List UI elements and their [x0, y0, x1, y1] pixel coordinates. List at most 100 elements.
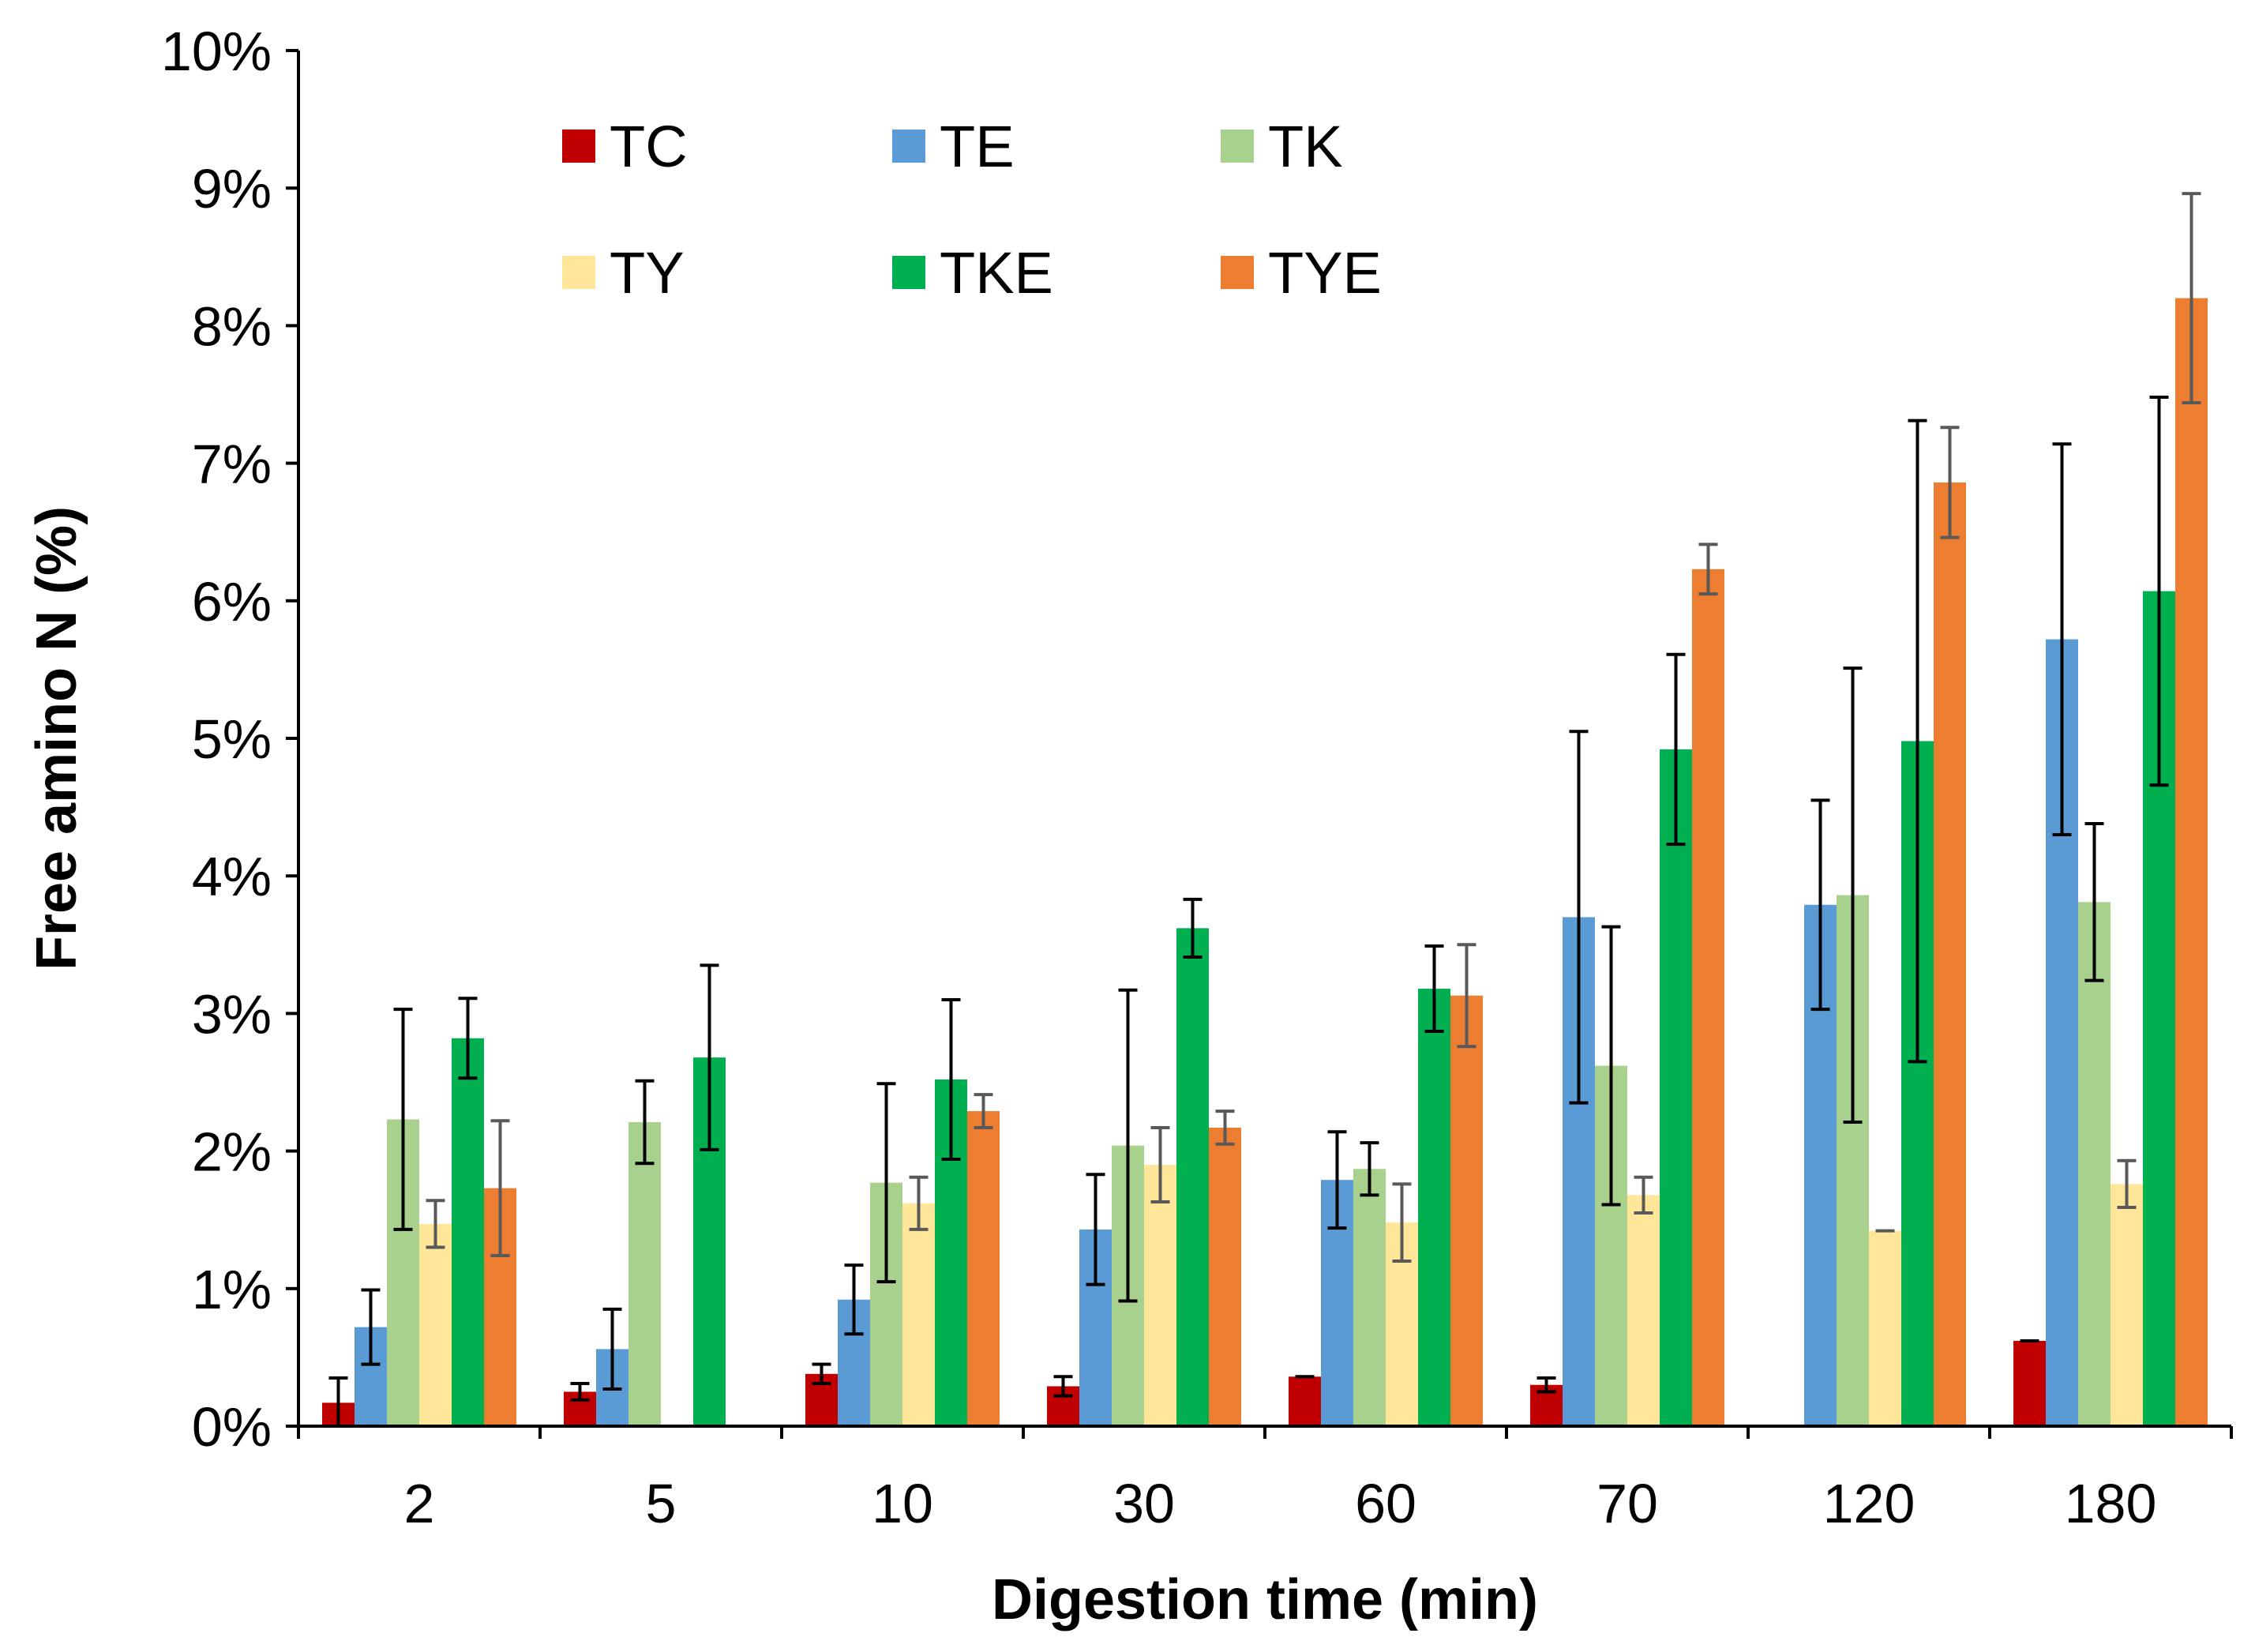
legend-label: TYE — [1268, 240, 1382, 306]
bar-tye-30 — [1209, 1127, 1241, 1426]
x-axis-title: Digestion time (min) — [992, 1568, 1538, 1631]
error-bar-te-10 — [844, 1263, 864, 1336]
error-bar-tk-70 — [1601, 925, 1621, 1207]
legend-label: TC — [610, 114, 688, 179]
x-tick-label: 180 — [2065, 1473, 2157, 1534]
legend-item-te: TE — [892, 114, 1015, 179]
y-tick-label: 2% — [192, 1121, 272, 1183]
bar-tk-60 — [1353, 1169, 1386, 1426]
legend-item-tc: TC — [562, 114, 688, 179]
legend-item-ty: TY — [562, 240, 685, 306]
legend-swatch — [1221, 130, 1254, 163]
legend-item-tke: TKE — [892, 240, 1053, 306]
legend-swatch — [892, 256, 925, 289]
error-bar-tc-70 — [1536, 1376, 1556, 1394]
x-tick-label: 10 — [872, 1473, 933, 1534]
bar-ty-180 — [2111, 1184, 2143, 1426]
bar-tke-70 — [1660, 749, 1692, 1426]
error-bar-tke-120 — [1908, 419, 1927, 1064]
error-bar-tye-180 — [2182, 192, 2201, 404]
bars-layer — [322, 298, 2208, 1427]
legend-swatch — [1221, 256, 1254, 289]
error-bar-ty-10 — [909, 1175, 929, 1231]
error-bar-tke-180 — [2149, 395, 2169, 787]
error-bar-tk-10 — [876, 1082, 896, 1284]
bar-tk-180 — [2078, 902, 2111, 1426]
bar-ty-70 — [1627, 1195, 1660, 1426]
y-tick-label: 3% — [192, 983, 272, 1045]
error-bar-tye-120 — [1940, 426, 1960, 539]
error-bar-tk-2 — [393, 1008, 413, 1231]
error-bar-ty-30 — [1150, 1125, 1170, 1204]
error-bar-tc-10 — [812, 1362, 831, 1385]
error-bar-tc-30 — [1053, 1375, 1073, 1398]
error-bar-tke-2 — [458, 997, 478, 1080]
bar-ty-10 — [902, 1203, 935, 1426]
x-tick-label: 5 — [646, 1473, 677, 1534]
legend-swatch — [562, 130, 595, 163]
bar-tye-70 — [1692, 569, 1724, 1426]
legend-item-tye: TYE — [1221, 240, 1382, 306]
error-bar-tke-10 — [941, 997, 961, 1162]
x-tick-label: 120 — [1823, 1473, 1915, 1534]
y-tick-label: 0% — [192, 1396, 272, 1458]
y-tick-label: 8% — [192, 295, 272, 357]
error-bar-te-5 — [602, 1307, 622, 1391]
bar-tye-60 — [1450, 995, 1483, 1426]
bar-tk-5 — [628, 1122, 661, 1426]
bar-tc-60 — [1289, 1376, 1321, 1426]
error-bar-ty-60 — [1392, 1182, 1412, 1263]
y-tick-label: 10% — [161, 21, 272, 82]
error-bar-tc-5 — [570, 1381, 590, 1402]
bar-tke-30 — [1176, 928, 1209, 1426]
y-tick-label: 6% — [192, 571, 272, 633]
y-tick-label: 7% — [192, 434, 272, 495]
error-bar-ty-2 — [426, 1199, 445, 1249]
bar-tke-60 — [1418, 989, 1450, 1426]
legend-label: TK — [1268, 114, 1343, 179]
legend-swatch — [892, 130, 925, 163]
legend-label: TE — [940, 114, 1015, 179]
bar-tye-180 — [2175, 298, 2208, 1426]
bar-ty-30 — [1144, 1165, 1176, 1426]
bar-ty-2 — [419, 1223, 452, 1426]
error-bar-te-30 — [1086, 1173, 1105, 1286]
y-tick-label: 5% — [192, 708, 272, 770]
error-bar-tk-30 — [1118, 988, 1138, 1303]
bar-tye-10 — [967, 1111, 1000, 1426]
x-tick-label: 2 — [404, 1473, 435, 1534]
error-bar-ty-180 — [2117, 1158, 2137, 1210]
error-bar-tye-30 — [1215, 1109, 1235, 1146]
error-bar-tk-180 — [2084, 822, 2104, 982]
bar-tc-180 — [2013, 1340, 2046, 1426]
y-tick-label: 9% — [192, 158, 272, 220]
x-tick-label: 60 — [1355, 1473, 1416, 1534]
legend-label: TKE — [940, 240, 1053, 306]
error-bar-tye-60 — [1457, 943, 1476, 1049]
error-bar-tk-120 — [1843, 666, 1863, 1124]
x-tick-label: 70 — [1597, 1473, 1658, 1534]
bar-ty-120 — [1869, 1230, 1901, 1426]
bar-tke-2 — [452, 1038, 484, 1426]
legend-swatch — [562, 256, 595, 289]
error-bar-tke-70 — [1666, 652, 1686, 847]
error-bar-tye-70 — [1698, 543, 1718, 596]
legend-label: TY — [610, 240, 685, 306]
error-bar-tke-60 — [1424, 944, 1444, 1034]
legend-item-tk: TK — [1221, 114, 1343, 179]
x-tick-label: 30 — [1113, 1473, 1175, 1534]
y-axis-title: Free amino N (%) — [25, 506, 88, 971]
error-bar-tye-2 — [490, 1119, 510, 1257]
error-bar-tk-60 — [1360, 1141, 1379, 1197]
error-bar-te-2 — [361, 1288, 381, 1366]
error-bar-tke-30 — [1183, 897, 1203, 959]
error-bar-te-60 — [1327, 1130, 1347, 1230]
error-bar-te-120 — [1810, 798, 1830, 1012]
error-bar-tke-5 — [700, 963, 719, 1151]
error-bar-te-70 — [1569, 730, 1589, 1105]
error-bar-tye-10 — [974, 1093, 993, 1129]
error-bars-layer — [328, 192, 2201, 1428]
legend: TC TE TK TY TKE TYE — [562, 114, 1382, 306]
axes-layer: 0% 1% 2% 3% 4% 5% 6% 7% 8% 9% 10% 2 5 10 30 60 70 120 180 — [161, 21, 2233, 1534]
